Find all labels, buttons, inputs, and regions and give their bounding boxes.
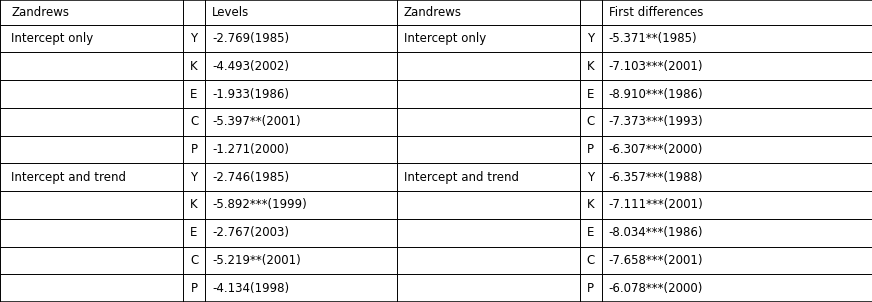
Text: C: C xyxy=(190,115,198,128)
Text: C: C xyxy=(587,115,595,128)
Text: -5.892***(1999): -5.892***(1999) xyxy=(212,198,307,211)
Text: Intercept only: Intercept only xyxy=(11,32,93,45)
Text: -5.219**(2001): -5.219**(2001) xyxy=(212,254,301,267)
Text: -7.103***(2001): -7.103***(2001) xyxy=(609,60,703,73)
Text: P: P xyxy=(190,143,198,156)
Text: -8.910***(1986): -8.910***(1986) xyxy=(609,88,704,101)
Text: -2.746(1985): -2.746(1985) xyxy=(212,171,289,184)
Text: P: P xyxy=(587,143,595,156)
Text: -4.134(1998): -4.134(1998) xyxy=(212,282,289,295)
Text: Zandrews: Zandrews xyxy=(11,6,70,19)
Text: -7.111***(2001): -7.111***(2001) xyxy=(609,198,704,211)
Text: C: C xyxy=(587,254,595,267)
Text: First differences: First differences xyxy=(609,6,703,19)
Text: -1.271(2000): -1.271(2000) xyxy=(212,143,289,156)
Text: K: K xyxy=(587,198,595,211)
Text: -6.078***(2000): -6.078***(2000) xyxy=(609,282,703,295)
Text: Intercept only: Intercept only xyxy=(404,32,486,45)
Text: Intercept and trend: Intercept and trend xyxy=(11,171,126,184)
Text: -8.034***(1986): -8.034***(1986) xyxy=(609,226,703,239)
Text: E: E xyxy=(190,226,198,239)
Text: Levels: Levels xyxy=(212,6,249,19)
Text: -7.658***(2001): -7.658***(2001) xyxy=(609,254,703,267)
Text: -5.397**(2001): -5.397**(2001) xyxy=(212,115,301,128)
Text: Intercept and trend: Intercept and trend xyxy=(404,171,519,184)
Text: K: K xyxy=(587,60,595,73)
Text: -1.933(1986): -1.933(1986) xyxy=(212,88,289,101)
Text: C: C xyxy=(190,254,198,267)
Text: -6.307***(2000): -6.307***(2000) xyxy=(609,143,703,156)
Text: Y: Y xyxy=(190,171,198,184)
Text: K: K xyxy=(190,198,198,211)
Text: -2.769(1985): -2.769(1985) xyxy=(212,32,289,45)
Text: -2.767(2003): -2.767(2003) xyxy=(212,226,289,239)
Text: -6.357***(1988): -6.357***(1988) xyxy=(609,171,703,184)
Text: Zandrews: Zandrews xyxy=(404,6,462,19)
Text: K: K xyxy=(190,60,198,73)
Text: -4.493(2002): -4.493(2002) xyxy=(212,60,289,73)
Text: P: P xyxy=(190,282,198,295)
Text: Y: Y xyxy=(190,32,198,45)
Text: E: E xyxy=(587,226,595,239)
Text: E: E xyxy=(190,88,198,101)
Text: P: P xyxy=(587,282,595,295)
Text: Y: Y xyxy=(587,32,595,45)
Text: -7.373***(1993): -7.373***(1993) xyxy=(609,115,704,128)
Text: E: E xyxy=(587,88,595,101)
Text: -5.371**(1985): -5.371**(1985) xyxy=(609,32,698,45)
Text: Y: Y xyxy=(587,171,595,184)
